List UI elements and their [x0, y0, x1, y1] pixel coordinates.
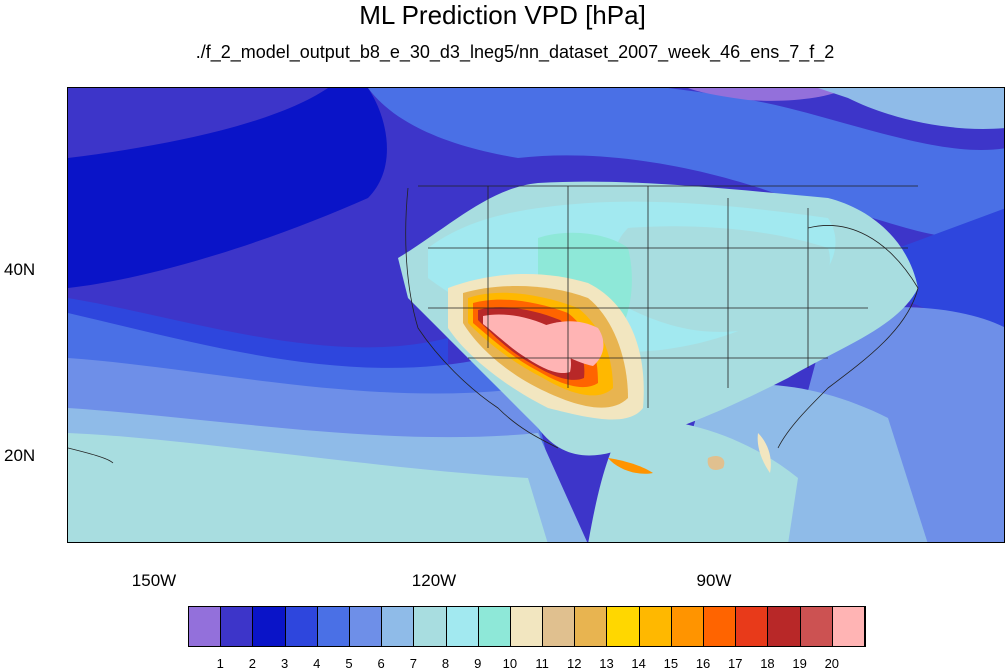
- colorbar-tick-label: 1: [216, 656, 224, 671]
- colorbar-tick-label: 12: [567, 656, 582, 671]
- colorbar-swatch: [253, 607, 286, 646]
- colorbar-swatch: [607, 607, 640, 646]
- colorbar-swatch: [285, 607, 318, 646]
- colorbar-tick-label: 11: [535, 656, 549, 671]
- lon-label-90w: 90W: [696, 571, 732, 590]
- colorbar-swatch: [189, 607, 222, 646]
- colorbar-swatch: [349, 607, 383, 646]
- lat-label-40n: 40N: [4, 260, 36, 279]
- colorbar-swatch: [736, 607, 769, 646]
- colorbar-swatch: [575, 607, 608, 646]
- map-panel: [67, 87, 1005, 543]
- colorbar-tick-label: 7: [409, 656, 417, 671]
- map-title: ML Prediction VPD [hPa]: [359, 0, 646, 30]
- lon-label-150w: 150W: [131, 571, 177, 590]
- colorbar-swatch: [446, 607, 479, 646]
- colorbar-swatch: [800, 607, 833, 646]
- colorbar-tick-label: 10: [502, 656, 518, 671]
- colorbar-tick-label: 13: [599, 656, 614, 671]
- colorbar-tick-label: 15: [663, 656, 679, 671]
- colorbar-tick-label: 20: [824, 656, 840, 671]
- colorbar-swatch: [832, 607, 865, 646]
- colorbar-tick-label: 19: [792, 656, 807, 671]
- colorbar-tick-label: 3: [280, 656, 289, 671]
- colorbar-tick-label: 2: [248, 656, 256, 671]
- colorbar-tick-label: 4: [313, 656, 321, 671]
- colorbar-tick-label: 16: [695, 656, 711, 671]
- colorbar-swatch: [382, 607, 415, 646]
- lon-label-120w: 120W: [411, 571, 457, 590]
- colorbar-tick-label: 9: [474, 656, 482, 671]
- lat-label-20n: 20N: [4, 446, 36, 465]
- colorbar-swatch: [510, 607, 544, 646]
- colorbar: [188, 606, 866, 647]
- colorbar-tick-label: 18: [760, 656, 775, 671]
- colorbar-swatch: [639, 607, 672, 646]
- colorbar-swatch: [704, 607, 737, 646]
- colorbar-tick-label: 14: [631, 656, 646, 671]
- colorbar-swatch: [221, 607, 254, 646]
- colorbar-swatch: [478, 607, 511, 646]
- colorbar-swatch: [317, 607, 350, 646]
- colorbar-swatch: [768, 607, 801, 646]
- colorbar-swatch: [414, 607, 447, 646]
- colorbar-tick-label: 8: [441, 656, 450, 671]
- map-subtitle: ./f_2_model_output_b8_e_30_d3_lneg5/nn_d…: [195, 42, 835, 62]
- colorbar-tick-label: 17: [728, 656, 743, 671]
- colorbar-swatch: [543, 607, 576, 646]
- vpd-contour-map: [68, 88, 1004, 542]
- colorbar-swatch: [671, 607, 705, 646]
- colorbar-tick-label: 5: [345, 656, 353, 671]
- colorbar-tick-label: 6: [377, 656, 385, 671]
